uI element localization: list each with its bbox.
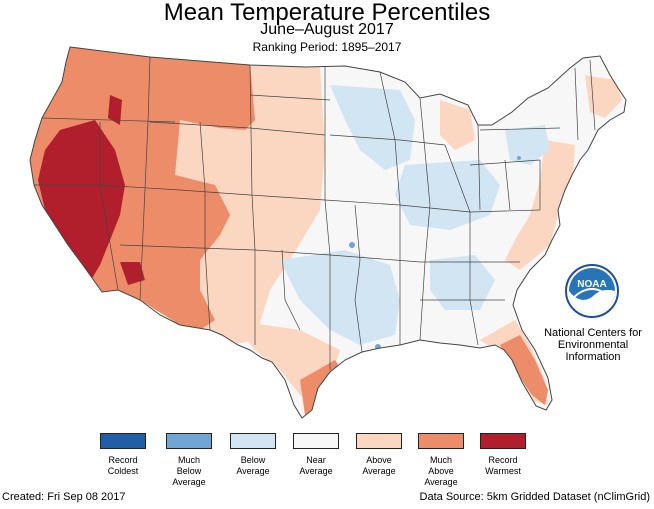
legend-near-average: Near Average bbox=[285, 433, 347, 477]
ncei-organization-name: National Centers for Environmental Infor… bbox=[543, 327, 643, 363]
above-average-region-northeast bbox=[585, 75, 622, 118]
ncei-line: Environmental bbox=[557, 339, 629, 351]
noaa-wordmark: NOAA bbox=[577, 279, 606, 290]
legend-above-average: Above Average bbox=[348, 433, 410, 477]
legend-swatch bbox=[480, 433, 526, 449]
below-average-region-southeast bbox=[430, 255, 495, 310]
legend-label: Above Average bbox=[362, 455, 396, 476]
data-source: Data Source: 5km Gridded Dataset (nClimG… bbox=[419, 491, 650, 503]
below-average-region-south-central bbox=[280, 250, 400, 345]
legend-swatch bbox=[166, 433, 212, 449]
legend-record-coldest: Record Coldest bbox=[92, 433, 154, 477]
much-below-average-speck bbox=[517, 156, 521, 160]
legend-much-above-average: Much Above Average bbox=[410, 433, 472, 488]
legend-swatch bbox=[230, 433, 276, 449]
legend-label: Much Below Average bbox=[172, 455, 206, 487]
legend-label: Record Warmest bbox=[485, 455, 521, 476]
below-average-region-mid-atlantic bbox=[505, 125, 550, 165]
legend-swatch bbox=[356, 433, 402, 449]
ncei-line: Information bbox=[565, 351, 621, 363]
map-title: Mean Temperature Percentiles bbox=[163, 0, 491, 26]
legend-label: Much Above Average bbox=[424, 455, 458, 487]
legend-label: Record Coldest bbox=[107, 455, 139, 476]
record-warmest-region-oregon bbox=[108, 95, 122, 125]
map-subtitle: June–August 2017 bbox=[260, 21, 394, 38]
ranking-period: Ranking Period: 1895–2017 bbox=[252, 40, 402, 54]
legend-swatch bbox=[418, 433, 464, 449]
above-average-region-michigan bbox=[440, 100, 475, 150]
noaa-logo-icon: NOAA bbox=[565, 264, 619, 318]
record-warmest-region-arizona bbox=[120, 262, 145, 285]
much-above-average-region-florida bbox=[500, 335, 548, 405]
below-average-region-ohio-valley bbox=[395, 160, 500, 230]
legend-much-below-average: Much Below Average bbox=[158, 433, 220, 488]
legend-swatch bbox=[293, 433, 339, 449]
below-average-region-midwest bbox=[330, 85, 415, 170]
ncei-line: National Centers for bbox=[544, 327, 642, 339]
legend-label: Near Average bbox=[299, 455, 333, 476]
created-date: Created: Fri Sep 08 2017 bbox=[2, 491, 126, 503]
legend-below-average: Below Average bbox=[222, 433, 284, 477]
legend-label: Below Average bbox=[236, 455, 270, 476]
state-borders bbox=[29, 46, 627, 419]
legend-record-warmest: Record Warmest bbox=[472, 433, 534, 477]
much-below-average-speck bbox=[349, 242, 355, 248]
legend-swatch bbox=[100, 433, 146, 449]
